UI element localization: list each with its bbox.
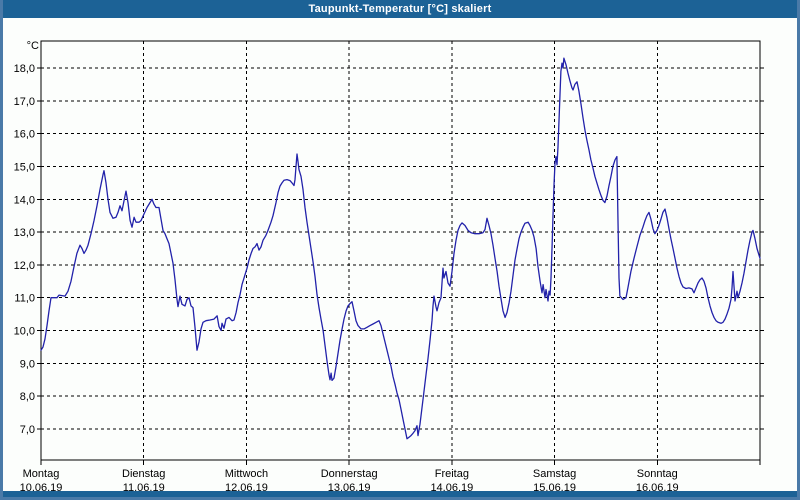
x-tick-label-day: Donnerstag <box>321 468 378 480</box>
x-tick-label-date: 11.06.19 <box>123 482 165 491</box>
x-tick-label-day: Montag <box>23 468 60 480</box>
x-tick-label-date: 14.06.19 <box>430 482 473 491</box>
y-tick-label: 14,0 <box>14 194 35 206</box>
y-tick-label: 15,0 <box>14 161 35 173</box>
title-bar: Taupunkt-Temperatur [°C] skaliert <box>3 0 797 18</box>
x-tick-label-day: Dienstag <box>122 468 165 480</box>
y-tick-label: 9,0 <box>20 358 35 370</box>
y-tick-label: 17,0 <box>14 96 35 108</box>
x-tick-label-day: Freitag <box>435 468 469 480</box>
x-tick-label-date: 15.06.19 <box>533 482 576 491</box>
y-tick-label: 8,0 <box>20 391 35 403</box>
x-tick-label-day: Sonntag <box>637 468 678 480</box>
x-tick-label-date: 12.06.19 <box>225 482 268 491</box>
y-tick-label: 13,0 <box>14 227 35 239</box>
y-tick-label: 18,0 <box>14 63 35 75</box>
window-title: Taupunkt-Temperatur [°C] skaliert <box>308 3 492 15</box>
x-tick-label-date: 13.06.19 <box>328 482 371 491</box>
y-tick-label: 10,0 <box>14 326 35 338</box>
footer-bar <box>3 491 797 497</box>
y-tick-label: 12,0 <box>14 260 35 272</box>
x-tick-label-date: 16.06.19 <box>636 482 679 491</box>
x-tick-label-day: Samstag <box>533 468 576 480</box>
y-axis-unit-label: °C <box>27 40 39 52</box>
chart-canvas: 18,0 17,0 16,0 15,0 14,0 13,0 12,0 11,0 10,0 9,0 8… <box>14 40 764 491</box>
y-tick-label: 11,0 <box>14 293 35 305</box>
series-line <box>40 57 761 440</box>
x-tick-label-day: Mittwoch <box>225 468 268 480</box>
y-tick-label: 7,0 <box>20 424 35 436</box>
x-tick-label-date: 10.06.19 <box>20 482 63 491</box>
plot-border <box>40 40 761 461</box>
y-tick-label: 16,0 <box>14 129 35 141</box>
